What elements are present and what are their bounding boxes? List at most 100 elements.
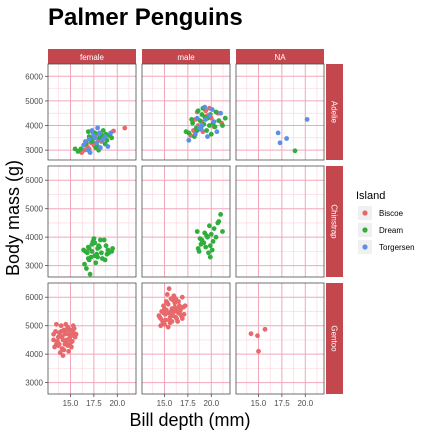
legend: Island Biscoe Dream Torgersen [356,190,415,254]
data-point [94,140,100,146]
facet-strip-female [48,49,136,64]
y-tick-label: 4000 [25,122,43,131]
data-point [248,331,254,337]
data-point [216,219,222,224]
data-point [58,323,64,329]
data-point [198,126,204,132]
panel-border [141,282,231,395]
data-point [70,323,76,329]
data-point [62,341,68,347]
data-point [99,250,104,256]
panel-chinstrap-na [235,165,325,278]
data-point [284,136,289,141]
data-point [54,341,59,347]
data-point [173,296,179,302]
panel-border [47,63,137,161]
data-point [89,128,95,133]
panel-border [235,165,325,278]
series-dream-panel-0-2 [292,148,298,154]
y-tick-label: 4000 [25,350,43,359]
data-point [172,300,178,306]
x-tick-label: 17.5 [274,399,290,408]
data-point [95,254,100,260]
data-point [190,120,196,126]
data-point [82,147,87,153]
data-point [216,118,222,123]
data-point [96,243,101,249]
data-point [64,327,70,333]
legend-key-marker [362,227,368,233]
panel-border [47,282,137,395]
data-point [86,246,92,251]
legend-entry-torgersen: Torgersen [358,240,415,254]
data-point [211,119,217,125]
data-point [186,137,192,143]
y-tick-label: 3000 [25,146,43,155]
data-point [198,241,204,247]
data-point [203,244,209,250]
data-point [81,247,86,253]
legend-entry-label: Torgersen [379,243,415,252]
data-point [182,303,188,309]
panel-background [236,166,324,277]
x-tick-label: 20.0 [109,399,125,408]
y-tick-label: 3000 [25,262,43,271]
data-point [210,239,216,244]
data-point [95,125,100,131]
facet-strip-label: NA [274,53,286,62]
data-point [98,237,103,243]
facet-strip-na [236,49,324,64]
data-point [196,249,202,254]
facet-row-strip-label: Adelie [330,101,339,124]
data-point [218,212,224,217]
data-point [87,271,93,277]
data-point [197,236,203,242]
data-point [68,340,73,346]
data-point [64,337,70,343]
data-point [68,327,73,333]
y-tick-label: 5000 [25,322,43,331]
x-axis-label: Bill depth (mm) [129,410,250,430]
data-point [98,145,103,151]
series-torgersen-panel-0-2 [275,117,310,146]
data-point [99,137,105,143]
facet-strip-label: female [80,53,105,62]
x-tick-label: 15.0 [63,399,79,408]
data-point [262,326,268,332]
panels-layer: female male NA Adelie Chinstrap Gentoo [47,49,343,395]
data-point [165,324,171,330]
data-point [277,140,283,146]
data-point [51,331,56,337]
facet-row-strip-chinstrap [326,166,343,277]
data-point [81,142,86,148]
data-point [51,337,56,343]
data-point [208,131,214,137]
data-point [199,123,205,128]
x-tick-label: 15.0 [157,399,173,408]
legend-key-marker [362,210,368,216]
x-tick-label: 20.0 [203,399,219,408]
data-point [206,250,211,256]
y-axis-label: Body mass (g) [3,160,23,276]
data-point [62,331,68,337]
data-point [93,260,99,266]
data-point [85,129,91,135]
y-tick-label: 4000 [25,233,43,242]
facet-row-strip-adelie [326,64,343,160]
data-point [108,130,114,136]
data-point [162,306,167,311]
data-point [214,129,220,135]
legend-key-marker [362,244,368,250]
data-point [186,130,192,136]
data-point [163,299,169,304]
data-point [60,337,66,343]
facet-strip-label: male [177,53,195,62]
x-tick-label: 17.5 [86,399,102,408]
data-point [222,115,228,121]
panel-chinstrap-female [47,165,137,278]
data-point [211,226,217,232]
data-point [85,256,91,261]
data-point [218,110,224,116]
data-point [202,230,208,236]
data-point [292,148,298,154]
